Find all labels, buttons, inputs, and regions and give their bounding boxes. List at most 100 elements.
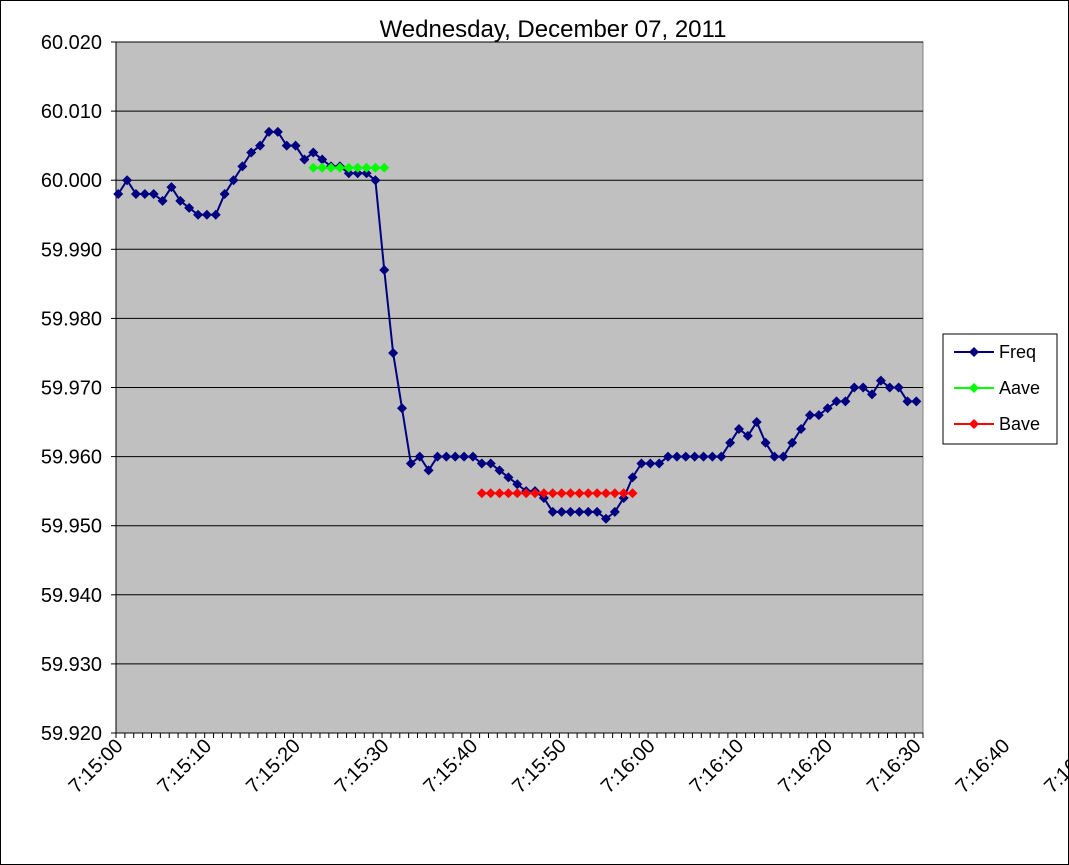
legend-marker-freq [969, 347, 979, 357]
data-point-freq [255, 140, 266, 151]
data-point-freq [813, 410, 824, 421]
data-point-freq [148, 189, 159, 200]
legend-label-bave: Bave [999, 414, 1040, 434]
data-point-freq [858, 382, 869, 393]
data-point-freq [867, 389, 878, 400]
data-point-freq [396, 403, 407, 414]
data-point-bave [530, 488, 541, 499]
data-point-freq [716, 451, 727, 462]
data-point-freq [796, 423, 807, 434]
data-point-bave [600, 488, 611, 499]
data-point-bave [521, 488, 532, 499]
data-point-freq [201, 209, 212, 220]
data-point-aave [343, 162, 354, 173]
y-tick-label: 60.020 [41, 32, 102, 54]
data-point-bave [503, 488, 514, 499]
data-point-freq [139, 189, 150, 200]
data-point-freq [663, 451, 674, 462]
data-point-freq [689, 451, 700, 462]
data-point-freq [556, 506, 567, 517]
data-point-freq [769, 451, 780, 462]
data-point-freq [565, 506, 576, 517]
data-point-freq [902, 396, 913, 407]
data-point-freq [281, 140, 292, 151]
data-point-freq [574, 506, 585, 517]
data-point-freq [290, 140, 301, 151]
chart-title: Wednesday, December 07, 2011 [380, 16, 727, 43]
data-point-freq [725, 437, 736, 448]
series-layer [113, 126, 922, 524]
data-point-bave [538, 488, 549, 499]
y-tick-label: 59.940 [41, 585, 102, 607]
data-point-aave [370, 162, 381, 173]
data-point-freq [911, 396, 922, 407]
y-tick-label: 59.980 [41, 308, 102, 330]
data-point-bave [494, 488, 505, 499]
data-point-freq [680, 451, 691, 462]
data-point-freq [893, 382, 904, 393]
data-point-freq [583, 506, 594, 517]
data-point-bave [476, 488, 487, 499]
data-point-freq [175, 195, 186, 206]
data-point-freq [370, 175, 381, 186]
data-point-freq [476, 458, 487, 469]
y-tick-label: 59.990 [41, 239, 102, 261]
data-point-freq [450, 451, 461, 462]
data-point-bave [512, 488, 523, 499]
y-tick-label: 59.970 [41, 378, 102, 400]
data-point-freq [246, 147, 257, 158]
y-axis-ticks: 59.920 59.930 59.940 59.950 59.960 59.970 59.9… [41, 32, 116, 745]
data-point-freq [388, 347, 399, 358]
data-point-aave [317, 162, 328, 173]
data-point-freq [849, 382, 860, 393]
data-point-bave [556, 488, 567, 499]
data-point-freq [804, 410, 815, 421]
data-point-freq [494, 465, 505, 476]
y-tick-label: 59.930 [41, 654, 102, 676]
data-point-freq [654, 458, 665, 469]
data-point-freq [122, 175, 133, 186]
data-point-freq [627, 472, 638, 483]
data-point-freq [432, 451, 443, 462]
data-point-freq [636, 458, 647, 469]
data-point-freq [875, 375, 886, 386]
data-point-freq [884, 382, 895, 393]
data-point-freq [600, 513, 611, 524]
data-point-aave [379, 162, 390, 173]
data-point-freq [467, 451, 478, 462]
gridlines [115, 41, 923, 734]
data-point-freq [308, 147, 319, 158]
data-point-aave [326, 162, 337, 173]
data-point-freq [379, 265, 390, 276]
legend-label-freq: Freq [999, 342, 1036, 362]
data-point-freq [361, 168, 372, 179]
data-point-bave [583, 488, 594, 499]
data-point-freq [317, 154, 328, 165]
data-point-bave [485, 488, 496, 499]
data-point-freq [414, 451, 425, 462]
data-point-freq [609, 506, 620, 517]
y-tick-label: 59.920 [41, 723, 102, 745]
data-point-freq [237, 161, 248, 172]
data-point-freq [263, 126, 274, 137]
data-point-freq [459, 451, 470, 462]
data-point-freq [698, 451, 709, 462]
y-tick-label: 60.010 [41, 101, 102, 123]
data-point-freq [645, 458, 656, 469]
data-point-freq [166, 182, 177, 193]
data-point-freq [671, 451, 682, 462]
y-tick-label: 59.960 [41, 447, 102, 469]
data-point-bave [574, 488, 585, 499]
data-point-freq [547, 506, 558, 517]
data-point-freq [485, 458, 496, 469]
data-point-bave [547, 488, 558, 499]
data-point-freq [157, 195, 168, 206]
data-point-freq [130, 189, 141, 200]
data-point-freq [760, 437, 771, 448]
data-point-freq [831, 396, 842, 407]
legend-marker-aave [969, 383, 979, 393]
data-point-freq [113, 189, 124, 200]
data-point-aave [334, 162, 345, 173]
